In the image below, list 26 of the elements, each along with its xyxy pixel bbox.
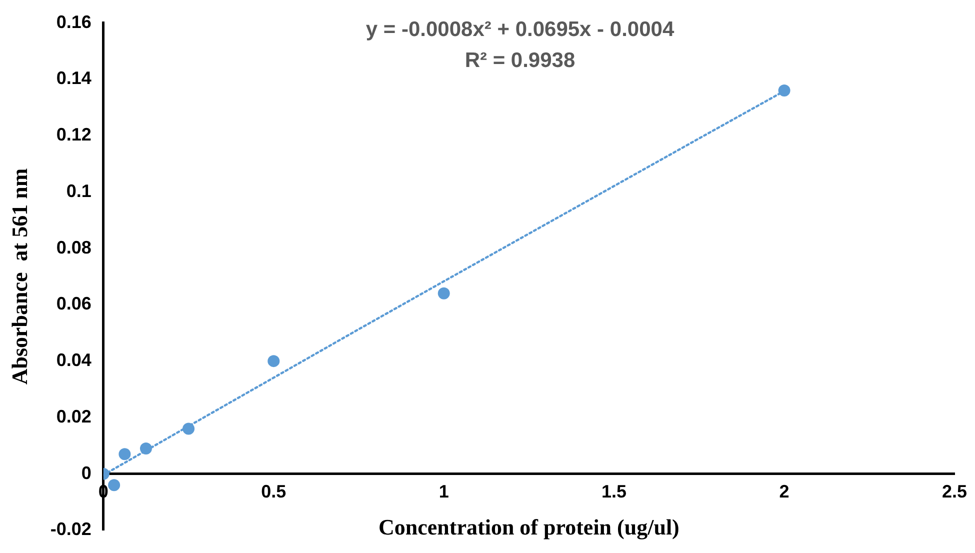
x-tick-label: 1 bbox=[438, 482, 449, 502]
y-tick-label: 0.1 bbox=[66, 180, 92, 201]
point bbox=[182, 422, 195, 435]
point bbox=[108, 479, 120, 492]
point bbox=[140, 442, 152, 454]
point bbox=[118, 448, 131, 460]
annotation: R² = 0.9938 bbox=[464, 48, 576, 74]
x-axis-title: Concentration of protein (ug/ul) bbox=[378, 514, 680, 540]
annotation: y = -0.0008x² + 0.0695x - 0.0004 bbox=[364, 17, 676, 43]
y-tick-label: -0.02 bbox=[50, 519, 92, 540]
y-tick-label: 0 bbox=[81, 462, 92, 483]
point bbox=[438, 287, 450, 300]
point bbox=[778, 84, 790, 96]
point bbox=[268, 355, 280, 368]
y-tick-label: 0.12 bbox=[56, 124, 92, 145]
x-tick-label: 2 bbox=[779, 482, 790, 502]
y-axis-title: Absorbance at 561 nm bbox=[6, 168, 32, 385]
x-tick-label: 2.5 bbox=[942, 482, 968, 502]
y-tick-label: 0.16 bbox=[56, 12, 92, 32]
x-tick-label: 1.5 bbox=[602, 482, 627, 502]
y-tick-label: 0.04 bbox=[56, 350, 92, 370]
y-tick-label: 0.14 bbox=[56, 68, 92, 88]
y-tick-label: 0.06 bbox=[56, 294, 92, 314]
x-tick-label: 0.5 bbox=[261, 482, 286, 502]
y-tick-label: 0.02 bbox=[56, 406, 92, 426]
y-tick-label: 0.08 bbox=[56, 237, 92, 258]
